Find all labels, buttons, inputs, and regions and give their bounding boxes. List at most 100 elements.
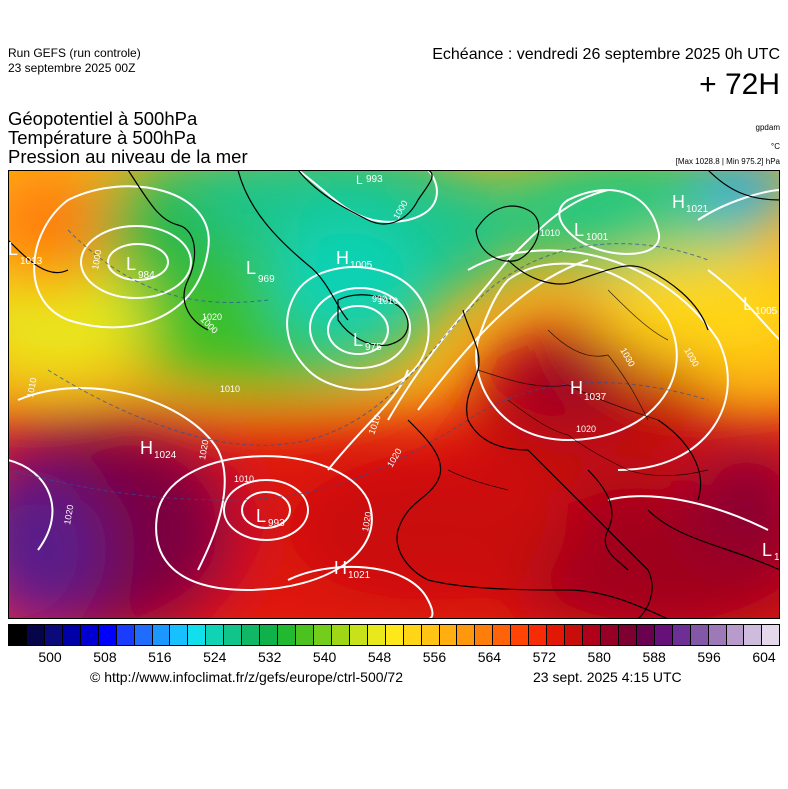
isobar-label: 1020	[62, 504, 75, 525]
color-swatch	[403, 625, 422, 645]
color-swatch	[475, 625, 494, 645]
color-scale-tick-label: 564	[477, 649, 502, 665]
coastlines	[8, 170, 780, 619]
color-swatch	[636, 625, 655, 645]
pressure-center-letter: H	[140, 438, 153, 458]
color-scale-tick-label: 508	[93, 649, 117, 665]
unit-geopotential: gpdam	[755, 123, 780, 132]
pressure-center: L 975	[353, 330, 382, 353]
color-scale-tick-label: 540	[312, 649, 337, 665]
pressure-center: H 1021	[334, 558, 371, 581]
pressure-center-value: 1	[774, 552, 780, 563]
color-swatch	[188, 625, 207, 645]
color-swatch	[296, 625, 314, 645]
isobar-label: 1000	[90, 249, 103, 270]
pressure-center-value: 993	[366, 174, 383, 185]
color-swatch	[134, 625, 153, 645]
pressure-center-letter: L	[743, 294, 753, 314]
color-swatch	[708, 625, 727, 645]
color-swatch	[493, 625, 512, 645]
color-swatch	[511, 625, 530, 645]
pressure-center-value: 1024	[154, 450, 177, 461]
color-swatch	[224, 625, 243, 645]
unit-temperature: °C	[771, 142, 780, 151]
color-scale-tick-label: 548	[367, 649, 392, 665]
color-swatch	[762, 625, 780, 645]
color-swatch	[260, 625, 279, 645]
pressure-center-letter: L	[574, 220, 584, 240]
color-swatch	[278, 625, 296, 645]
color-swatch	[349, 625, 368, 645]
pressure-center-value: 1021	[686, 204, 709, 215]
isobar-label: 1020	[576, 424, 596, 434]
pressure-center: H 1037	[570, 378, 607, 403]
color-swatch	[457, 625, 476, 645]
unit-pressure-range: [Max 1028.8 | Min 975.2] hPa	[675, 157, 780, 166]
pressure-center-value: 1037	[584, 392, 607, 403]
isobar-label: 1010	[220, 384, 240, 394]
color-scale-tick-label: 604	[752, 649, 776, 665]
color-swatch	[313, 625, 332, 645]
pressure-center: L 993	[356, 173, 383, 187]
color-scale-tick-label: 516	[148, 649, 172, 665]
color-swatch	[9, 625, 27, 645]
isobar-label: 1010	[234, 474, 254, 484]
forecast-valid-time: Echéance : vendredi 26 septembre 2025 0h…	[432, 46, 780, 63]
pressure-center: H 1005	[336, 248, 373, 271]
run-title: Run GEFS (run controle)	[8, 46, 141, 60]
variable-pressure: Pression au niveau de la mer	[8, 146, 248, 167]
isobar-label: 1010	[378, 296, 398, 306]
color-scale-bar	[8, 624, 780, 646]
color-swatch	[690, 625, 709, 645]
isobars	[8, 170, 780, 619]
pressure-center-letter: H	[334, 558, 347, 578]
color-swatch	[529, 625, 548, 645]
color-scale-tick-label: 500	[38, 649, 62, 665]
pressure-center-letter: L	[246, 258, 256, 278]
color-swatch	[726, 625, 745, 645]
pressure-center: L 993	[256, 506, 285, 529]
pressure-center-value: 993	[268, 518, 285, 529]
color-swatch	[654, 625, 673, 645]
pressure-center-value: 1005	[755, 306, 778, 317]
color-swatch	[116, 625, 135, 645]
color-scale-tick-label: 596	[697, 649, 721, 665]
pressure-center: H 1021	[672, 192, 709, 215]
color-swatch	[331, 625, 350, 645]
color-scale-tick-label: 556	[422, 649, 447, 665]
color-swatch	[242, 625, 261, 645]
color-swatch	[26, 625, 45, 645]
color-swatch	[62, 625, 81, 645]
pressure-center-letter: H	[570, 378, 583, 398]
pressure-center-letter: L	[762, 540, 772, 560]
pressure-center-letter: L	[353, 330, 363, 350]
pressure-center-value: 984	[138, 270, 155, 281]
variable-geopotential: Géopotentiel à 500hPa	[8, 108, 198, 129]
pressure-center-value: 1021	[348, 570, 371, 581]
lead-time: + 72H	[699, 68, 780, 101]
color-swatch	[565, 625, 583, 645]
color-scale-tick-label: 588	[642, 649, 666, 665]
pressure-center-value: 1013	[20, 256, 43, 267]
geopotential-contours	[8, 229, 709, 501]
color-swatch	[367, 625, 386, 645]
isobar-label: 1020	[197, 439, 210, 460]
pressure-center: L 1001	[574, 220, 609, 243]
color-swatch	[583, 625, 601, 645]
color-swatch	[152, 625, 171, 645]
color-swatch	[206, 625, 225, 645]
color-scale-tick-label: 532	[258, 649, 282, 665]
pressure-center: L 1005	[743, 294, 778, 317]
pressure-center-letter: L	[8, 239, 18, 259]
pressure-center-letter: L	[126, 254, 136, 274]
pressure-center-value: 1001	[586, 232, 609, 243]
color-scale-tick-label: 572	[532, 649, 556, 665]
map-border	[8, 170, 780, 619]
pressure-center-letter: H	[336, 248, 349, 268]
